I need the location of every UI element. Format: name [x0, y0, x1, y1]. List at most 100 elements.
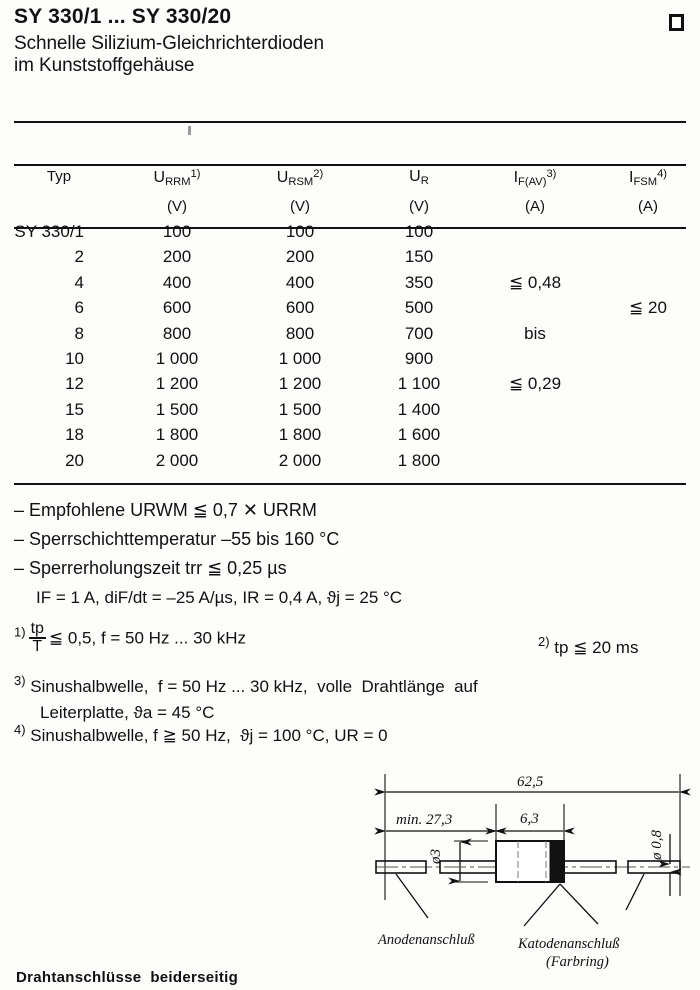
footnote-3-text-line2: Leiterplatte, ϑa = 45 °C: [40, 703, 215, 723]
cell-ifsm: [596, 349, 700, 374]
cell-ifav: [474, 247, 596, 272]
cell-urrm: 800: [162, 323, 192, 343]
footnote-1: 1) tp T ≦ 0,5, f = 50 Hz ... 30 kHz: [14, 620, 246, 656]
divider-header-top: [14, 164, 686, 166]
footnote-4-text: Sinushalbwelle, f ≧ 50 Hz, ϑj = 100 °C, …: [30, 726, 388, 746]
dimension-lead-min-label: min. 27,3: [396, 812, 452, 828]
cell-urrm: 1 500: [155, 399, 199, 419]
cell-urrm: 1 800: [155, 425, 199, 445]
cell-ifsm: [596, 400, 700, 425]
table-row: 20 2 000 2 000 1 800: [0, 451, 700, 476]
cell-ur: 350: [404, 272, 434, 292]
cell-typ: 15: [65, 399, 84, 419]
cell-ur: 1 600: [397, 425, 441, 445]
divider-header-bottom: [14, 227, 686, 229]
cell-urrm: 200: [162, 247, 192, 267]
column-header-ifsm: IFSM4): [596, 168, 700, 198]
table-row: SY 330/1 100 100 100: [0, 222, 700, 247]
cell-ifav: ≦ 0,48: [508, 272, 562, 292]
cell-ur: 900: [404, 348, 434, 368]
dimension-body-diameter-label: ø3: [428, 849, 444, 865]
cell-ur: 150: [404, 247, 434, 267]
cell-ifsm: [596, 425, 700, 450]
table-row: 15 1 500 1 500 1 400: [0, 400, 700, 425]
specification-table: Typ URRM1) URSM2) UR IF(AV)3): [0, 168, 700, 476]
footnote-3-text-line1: Sinushalbwelle, f = 50 Hz ... 30 kHz, vo…: [30, 677, 478, 697]
cell-typ: SY 330/1: [14, 222, 84, 241]
footnote-1-text: ≦ 0,5, f = 50 Hz ... 30 kHz: [48, 628, 246, 648]
cell-typ: 4: [74, 272, 84, 292]
sym-sup: 3): [546, 168, 557, 180]
cell-ursm: 2 000: [278, 450, 322, 470]
unit-ursm: (V): [290, 198, 310, 215]
table-row: 10 1 000 1 000 900: [0, 349, 700, 374]
scan-artifact: [188, 126, 191, 135]
square-marker-icon: [669, 14, 684, 31]
cell-ur: 100: [404, 222, 434, 241]
divider-top: [14, 121, 686, 123]
footnote-4-marker: 4): [14, 722, 26, 737]
cell-ifav: [474, 349, 596, 374]
cell-ursm: 600: [285, 298, 315, 318]
sym-sub: RRM: [165, 175, 191, 188]
subtitle-line-2: im Kunststoffgehäuse: [14, 55, 195, 77]
cell-ur: 1 400: [397, 399, 441, 419]
duty-cycle-fraction: tp T: [28, 620, 46, 655]
title-block: SY 330/1 ... SY 330/20 Schnelle Silizium…: [14, 5, 634, 78]
subtitle-line-1: Schnelle Silizium-Gleichrichterdioden: [14, 33, 324, 55]
cell-typ: 2: [74, 247, 84, 267]
unit-typ: [0, 198, 118, 222]
footnote-3: 3) Sinushalbwelle, f = 50 Hz ... 30 kHz,…: [14, 668, 690, 726]
sym-sub: RSM: [288, 175, 314, 188]
unit-ur: (V): [409, 198, 429, 215]
footnotes-block: 1) tp T ≦ 0,5, f = 50 Hz ... 30 kHz 2) tp ≦…: [10, 620, 690, 746]
cell-urrm: 2 000: [155, 450, 199, 470]
divider-table-bottom: [14, 483, 686, 485]
footnote-1-row: 1) tp T ≦ 0,5, f = 50 Hz ... 30 kHz 2) tp ≦…: [10, 620, 690, 664]
col-typ-label: Typ: [46, 168, 72, 185]
cell-ifsm: ≦ 20: [629, 298, 667, 318]
cell-urrm: 400: [162, 272, 192, 292]
cell-ursm: 200: [285, 247, 315, 267]
cell-ifav: [474, 298, 596, 323]
sym-sup: 4): [657, 168, 668, 180]
unit-urrm: (V): [167, 198, 187, 215]
table-header: Typ URRM1) URSM2) UR IF(AV)3): [0, 168, 700, 222]
table-row: 6 600 600 500 ≦ 20: [0, 298, 700, 323]
diode-body: [495, 840, 565, 883]
lead-tinning-note-line-1: Drahtanschlüsse beiderseitig: [16, 969, 239, 986]
cell-ursm: 100: [285, 222, 315, 241]
footnote-4: 4) Sinushalbwelle, f ≧ 50 Hz, ϑj = 100 °…: [14, 722, 690, 746]
footnote-2-text: tp ≦ 20 ms: [554, 638, 639, 658]
cell-ifsm: [596, 222, 700, 247]
footnote-2: 2) tp ≦ 20 ms: [538, 634, 638, 658]
note-item-conditions: IF = 1 A, diF/dt = –25 A/µs, IR = 0,4 A,…: [36, 588, 403, 607]
sym-base: U: [409, 168, 421, 185]
table-body: SY 330/1 100 100 100 2 200 200 150 4: [0, 222, 700, 476]
cell-typ: 20: [65, 450, 84, 470]
fraction-denominator: T: [28, 637, 46, 655]
cell-ursm: 1 800: [278, 425, 322, 445]
cell-ursm: 1 500: [278, 399, 322, 419]
lead-tinning-note: Drahtanschlüsse beiderseitig bis auf 1,5…: [16, 928, 238, 990]
cell-typ: 18: [65, 425, 84, 445]
package-outline-drawing: 62,5 min. 27,3 6,3 ø3: [368, 768, 700, 990]
sym-base: I: [513, 169, 519, 187]
cell-ur: 1 100: [397, 374, 441, 394]
cathode-colour-band: [549, 840, 564, 883]
dimension-wire-diameter-label: ø 0,8: [649, 830, 665, 862]
table-row: 2 200 200 150: [0, 247, 700, 272]
callout-cathode-label-line1: Katodenanschluß: [517, 936, 620, 952]
fraction-numerator: tp: [30, 620, 44, 637]
unit-ifsm: (A): [638, 198, 658, 215]
column-header-ursm: URSM2): [236, 168, 364, 198]
cell-ifsm: [596, 451, 700, 476]
cathode-lead: [563, 860, 681, 874]
cell-ifav: ≦ 0,29: [508, 374, 562, 394]
footnote-1-marker: 1): [14, 624, 26, 640]
cell-typ: 8: [74, 323, 84, 343]
cell-urrm: 1 000: [155, 348, 199, 368]
sym-sup: 1): [190, 168, 201, 180]
cell-ur: 1 800: [397, 450, 441, 470]
